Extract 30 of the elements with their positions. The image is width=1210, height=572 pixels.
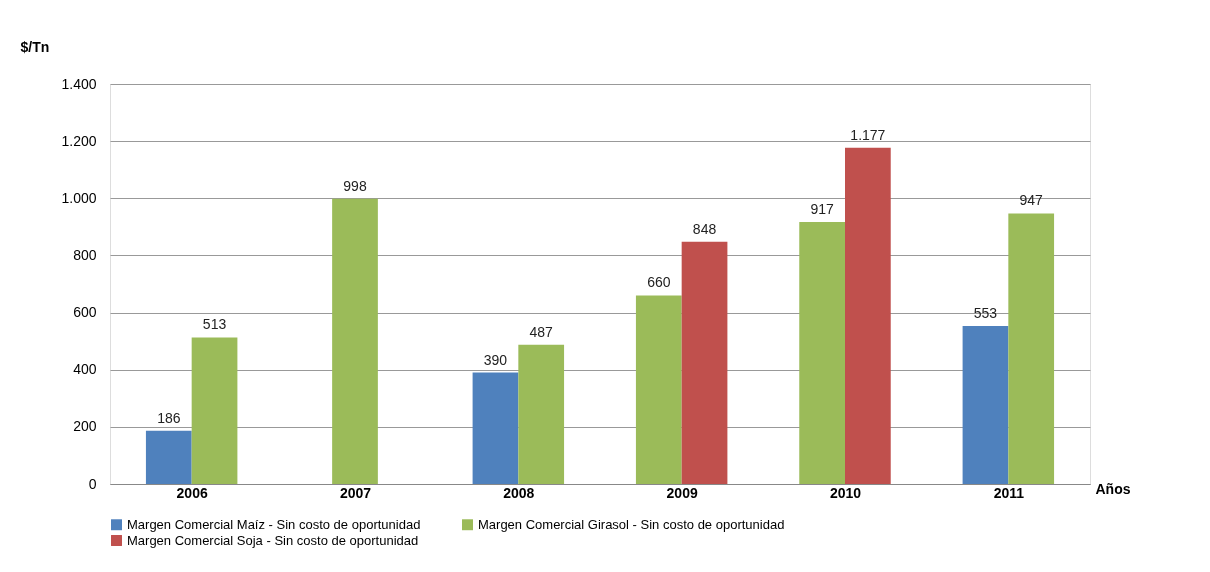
data-label: 848	[692, 220, 717, 237]
y-tick-label: 400	[73, 361, 97, 378]
y-tick-label: 1.400	[61, 75, 97, 92]
legend-label: Margen Comercial Maíz - Sin costo de oportunidad	[127, 516, 421, 532]
x-tick-label: 2010	[829, 484, 862, 501]
x-tick-label: 2008	[503, 484, 535, 501]
y-tick-label: 1.200	[61, 132, 97, 149]
y-tick-label: 600	[73, 304, 97, 321]
x-tick-label: 2007	[339, 484, 372, 501]
data-label: 390	[483, 351, 508, 368]
y-axis-title: $/Tn	[20, 38, 50, 55]
legend-label: Margen Comercial Soja - Sin costo de oportunidad	[127, 532, 419, 548]
x-axis-title: Años	[1095, 480, 1131, 497]
x-tick-label: 2006	[176, 484, 208, 501]
data-label: 660	[647, 274, 671, 291]
y-tick-label: 1.000	[61, 189, 97, 206]
y-tick-label: 0	[88, 475, 97, 492]
y-tick-label: 200	[73, 418, 97, 435]
data-label: 998	[343, 177, 367, 194]
data-label: 1.177	[850, 126, 886, 143]
data-label: 947	[1019, 192, 1044, 209]
data-label: 487	[529, 323, 554, 340]
data-label: 917	[810, 201, 835, 217]
x-tick-label: 2009	[666, 484, 698, 501]
y-tick-label: 800	[73, 246, 97, 263]
data-label: 553	[973, 305, 998, 321]
legend-label: Margen Comercial Girasol - Sin costo de oportunidad	[478, 516, 785, 532]
data-label: 186	[157, 409, 181, 426]
data-label: 513	[202, 316, 227, 333]
x-tick-label: 2011	[993, 484, 1025, 501]
